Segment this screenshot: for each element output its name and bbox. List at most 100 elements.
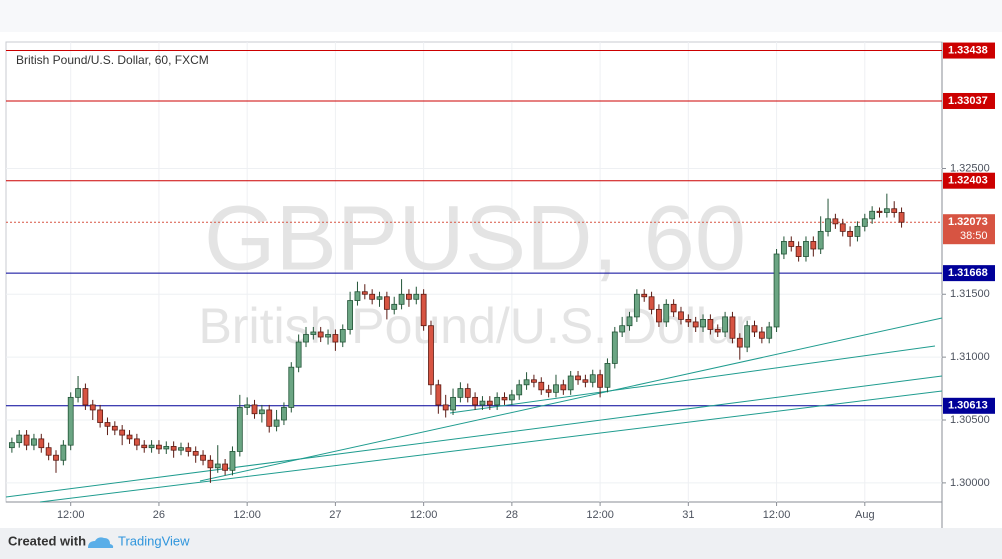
candle-body bbox=[663, 303, 670, 323]
candle-body bbox=[825, 218, 831, 232]
candle-body bbox=[832, 218, 839, 225]
level-label-bg bbox=[943, 265, 995, 282]
trend-line bbox=[449, 345, 936, 414]
candle-body bbox=[553, 384, 559, 393]
candle-body bbox=[582, 379, 589, 383]
trend-line bbox=[5, 375, 943, 498]
candle-body bbox=[692, 321, 699, 328]
x-tick-label: 26 bbox=[153, 509, 165, 521]
candle-body bbox=[111, 425, 118, 431]
level-label: 1.30613 bbox=[948, 400, 988, 412]
trend-line bbox=[199, 317, 943, 482]
candle-body bbox=[266, 409, 273, 427]
candle-body bbox=[104, 422, 111, 427]
y-tick-label: 1.30500 bbox=[950, 414, 990, 426]
y-tick-label: 1.31000 bbox=[950, 351, 990, 363]
candle-body bbox=[648, 296, 655, 310]
candle-body bbox=[185, 447, 192, 452]
candle-body bbox=[156, 444, 162, 450]
candle-body bbox=[611, 331, 618, 364]
candle-body bbox=[545, 389, 552, 393]
x-tick-label: 12:00 bbox=[57, 509, 85, 521]
candle-body bbox=[236, 407, 243, 452]
candle-body bbox=[678, 311, 684, 320]
candle-body bbox=[229, 451, 236, 471]
trend-line bbox=[39, 390, 943, 503]
candle-body bbox=[751, 325, 758, 333]
candle-body bbox=[310, 331, 317, 335]
footer-bar bbox=[0, 528, 1002, 559]
candle-body bbox=[406, 293, 412, 300]
candle-body bbox=[604, 363, 611, 388]
candle-body bbox=[472, 396, 479, 406]
candle-body bbox=[273, 419, 280, 427]
candle-body bbox=[464, 388, 471, 398]
candle-body bbox=[501, 396, 508, 401]
candle-body bbox=[869, 210, 876, 220]
levels: 1.33438 1.33037 1.32403 1.31668 1.30613 1.320… bbox=[6, 42, 995, 414]
candle-body bbox=[339, 329, 346, 343]
brand-logo bbox=[88, 537, 114, 548]
candle-body bbox=[178, 447, 184, 451]
level-label: 1.33438 bbox=[948, 44, 988, 56]
candle-body bbox=[281, 407, 287, 421]
candle-body bbox=[633, 293, 640, 318]
candle-body bbox=[486, 400, 493, 406]
countdown-label: 38:50 bbox=[960, 230, 988, 242]
candle-body bbox=[450, 396, 456, 411]
level-label-bg bbox=[943, 92, 995, 109]
candle-body bbox=[207, 459, 214, 469]
candle-body bbox=[369, 293, 376, 300]
candle-body bbox=[31, 438, 37, 446]
candle-body bbox=[589, 374, 596, 383]
candle-body bbox=[148, 444, 155, 449]
top-bar bbox=[0, 0, 1002, 32]
candle-body bbox=[244, 404, 251, 408]
candle-body bbox=[383, 296, 390, 310]
candles bbox=[8, 193, 905, 483]
candle-body bbox=[670, 303, 677, 313]
candle-body bbox=[567, 375, 574, 391]
candle-body bbox=[758, 331, 765, 339]
candle-body bbox=[288, 366, 295, 408]
x-tick-label: 31 bbox=[682, 509, 694, 521]
candle-body bbox=[420, 293, 427, 327]
y-tick-label: 1.30000 bbox=[950, 477, 990, 489]
candle-body bbox=[810, 241, 817, 250]
candle-body bbox=[442, 404, 449, 411]
candle-body bbox=[626, 316, 633, 327]
level-label: 1.33037 bbox=[948, 95, 988, 107]
candle-body bbox=[8, 442, 15, 449]
candle-body bbox=[376, 296, 383, 300]
candle-body bbox=[479, 400, 486, 406]
candle-body bbox=[457, 388, 464, 398]
candle-body bbox=[97, 409, 104, 423]
candle-body bbox=[258, 409, 265, 415]
candle-body bbox=[200, 454, 206, 461]
candle-body bbox=[560, 384, 567, 391]
candle-body bbox=[883, 208, 890, 213]
candle-body bbox=[685, 319, 692, 323]
candle-body bbox=[75, 388, 81, 398]
x-tick-label: 12:00 bbox=[233, 509, 261, 521]
candle-body bbox=[575, 375, 581, 381]
x-tick-label: 27 bbox=[329, 509, 341, 521]
candle-body bbox=[538, 381, 545, 391]
candle-body bbox=[795, 246, 802, 257]
footer-brand[interactable]: TradingView bbox=[118, 533, 190, 548]
y-tick-label: 1.32500 bbox=[950, 162, 990, 174]
trend-lines bbox=[5, 317, 943, 503]
candle-body bbox=[82, 388, 89, 406]
candle-body bbox=[413, 293, 420, 300]
candle-body bbox=[347, 300, 354, 330]
candle-body bbox=[53, 454, 59, 461]
candle-body bbox=[766, 326, 773, 339]
candle-body bbox=[398, 293, 405, 305]
last-price-bg bbox=[943, 214, 995, 245]
candle-body bbox=[707, 319, 714, 330]
candle-body bbox=[597, 374, 603, 388]
candle-body bbox=[744, 325, 751, 348]
candle-body bbox=[170, 446, 177, 451]
